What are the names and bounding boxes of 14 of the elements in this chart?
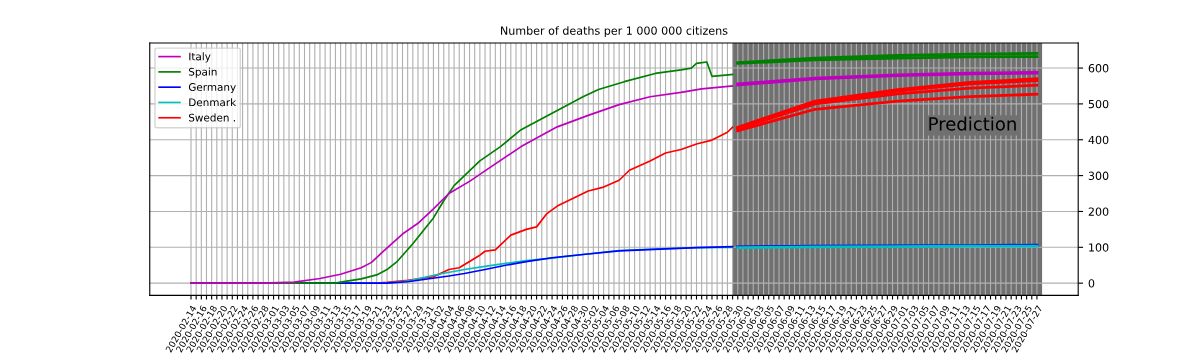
y-tick-label: 200 (1088, 207, 1109, 216)
y-tick-label: 0 (1088, 279, 1095, 288)
y-tick-label: 100 (1089, 243, 1109, 252)
chart-title: Number of deaths per 1 000 000 citizens (501, 26, 728, 37)
y-tick-label: 400 (1088, 135, 1109, 145)
legend-label: Denmark (189, 98, 237, 107)
band-label: Prediction (929, 116, 1016, 131)
legend-label: Spain (188, 67, 217, 78)
legend-label: Germany (188, 83, 236, 93)
y-tick-label: 500 (1088, 99, 1109, 109)
y-tick-label: 600 (1088, 64, 1109, 73)
legend-label: Sweden . (188, 113, 235, 122)
y-tick-label: 300 (1088, 171, 1109, 180)
legend-label: Italy (189, 52, 211, 63)
